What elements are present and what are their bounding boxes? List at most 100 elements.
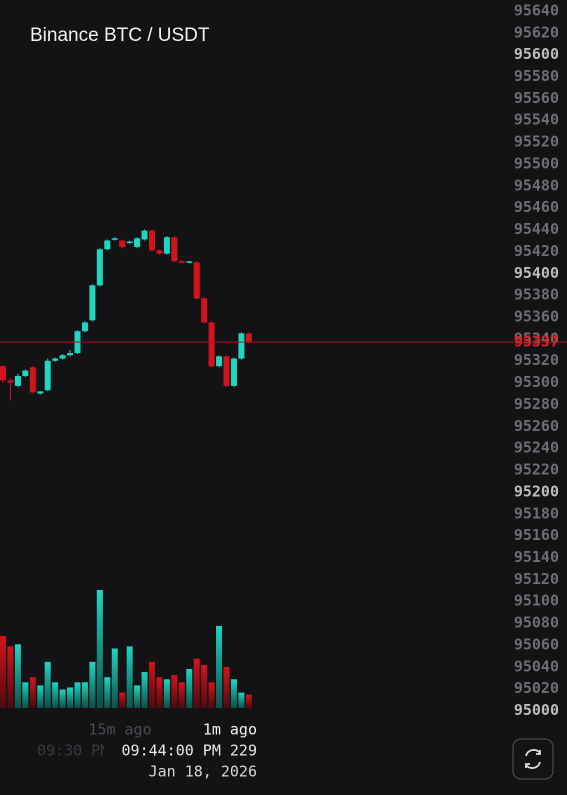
volume-bar <box>59 689 66 708</box>
y-tick-label: 95600 <box>514 45 559 63</box>
y-tick-label: 95420 <box>514 242 559 260</box>
volume-bar <box>245 694 252 708</box>
volume-bar <box>111 648 118 708</box>
refresh-icon[interactable] <box>525 749 541 769</box>
y-tick-label: 95200 <box>514 482 559 500</box>
y-tick-label: 95540 <box>514 111 559 129</box>
y-tick-label: 95020 <box>514 679 559 697</box>
plot: 95337 <box>0 229 567 708</box>
y-tick-label: 95240 <box>514 439 559 457</box>
y-tick-label: 95300 <box>514 373 559 391</box>
candle-body <box>223 356 230 386</box>
volume-bar <box>119 692 126 708</box>
volume-bar <box>230 679 237 708</box>
y-tick-label: 95480 <box>514 176 559 194</box>
y-tick-label: 95380 <box>514 286 559 304</box>
volume-bar <box>126 646 133 708</box>
candle-body <box>0 366 6 381</box>
candle-body <box>67 353 74 356</box>
candle-body <box>29 367 36 393</box>
y-tick-label: 95460 <box>514 198 559 216</box>
y-tick-label: 95060 <box>514 635 559 653</box>
volume-bar <box>156 677 163 708</box>
candle-body <box>208 322 215 367</box>
volume-bar <box>14 644 21 708</box>
volume-bar <box>7 646 14 708</box>
y-tick-label: 95220 <box>514 461 559 479</box>
y-tick-label: 95640 <box>514 1 559 19</box>
candle-body <box>52 358 59 361</box>
volume-bar <box>171 675 178 708</box>
y-tick-label: 95280 <box>514 395 559 413</box>
candle-body <box>171 237 178 262</box>
volume-bar <box>193 658 200 708</box>
volume-bar <box>201 664 208 708</box>
volume-bar <box>89 661 96 708</box>
x-label: 1m ago <box>203 721 257 739</box>
candle-body <box>22 370 29 377</box>
candle-body <box>37 391 44 394</box>
volume-bar <box>149 661 155 708</box>
y-tick-label: 95260 <box>514 417 559 435</box>
volume-bar <box>37 685 44 708</box>
crosshair-date: Jan 18, 2026 <box>149 763 257 781</box>
volume-bar <box>67 687 74 708</box>
volume-bar <box>216 625 223 708</box>
y-tick-label: 95000 <box>514 701 559 719</box>
candle-body <box>238 333 245 359</box>
volume-bar <box>223 666 230 708</box>
y-tick-label: 95180 <box>514 504 559 522</box>
candle-body <box>134 238 141 248</box>
y-tick-label: 95500 <box>514 154 559 172</box>
volume-bar <box>81 682 88 708</box>
candle-body <box>111 238 118 240</box>
volume-bar <box>74 682 81 708</box>
y-tick-label: 95560 <box>514 89 559 107</box>
volume-bar <box>96 590 103 708</box>
y-tick-label: 95360 <box>514 308 559 326</box>
candle-body <box>59 355 66 359</box>
volume-bar <box>178 682 185 708</box>
volume-bar <box>29 677 36 708</box>
volume-bar <box>134 685 141 708</box>
candle-body <box>126 241 133 244</box>
candle-body <box>44 360 51 391</box>
chart-title: Binance BTC / USDT <box>30 25 210 46</box>
last-price-label: 95337 <box>514 333 559 351</box>
y-tick-label: 95160 <box>514 526 559 544</box>
candle-body <box>96 249 103 286</box>
candle-body <box>186 261 193 263</box>
volume-bar <box>22 682 29 708</box>
volume-bar <box>52 682 59 708</box>
candle-body <box>193 262 200 299</box>
y-tick-label: 95400 <box>514 264 559 282</box>
y-tick-label: 95320 <box>514 351 559 369</box>
y-tick-label: 95100 <box>514 592 559 610</box>
y-tick-label: 95140 <box>514 548 559 566</box>
y-tick-label: 95080 <box>514 614 559 632</box>
y-tick-label: 95040 <box>514 657 559 675</box>
candle-body <box>178 261 185 263</box>
refresh-button-frame[interactable] <box>512 738 554 780</box>
x-label: 15m ago <box>88 721 151 739</box>
candle-body <box>156 250 163 254</box>
crosshair-time: 09:44:00 PM 229 <box>122 742 257 760</box>
y-tick-label: 95440 <box>514 220 559 238</box>
volume-bar <box>163 679 170 708</box>
y-tick-label: 95580 <box>514 67 559 85</box>
candle-body <box>14 376 21 386</box>
candle-body <box>216 356 223 367</box>
candle-body <box>104 240 111 250</box>
y-tick-label: 95520 <box>514 133 559 151</box>
candle-body <box>141 230 148 240</box>
y-tick-label: 95620 <box>514 23 559 41</box>
volume-bar <box>238 692 245 708</box>
volume-bar <box>186 669 193 708</box>
candle-body <box>230 358 237 386</box>
tooltip-bg <box>104 740 260 762</box>
volume-bar <box>104 677 111 708</box>
refresh-button[interactable] <box>512 738 554 780</box>
